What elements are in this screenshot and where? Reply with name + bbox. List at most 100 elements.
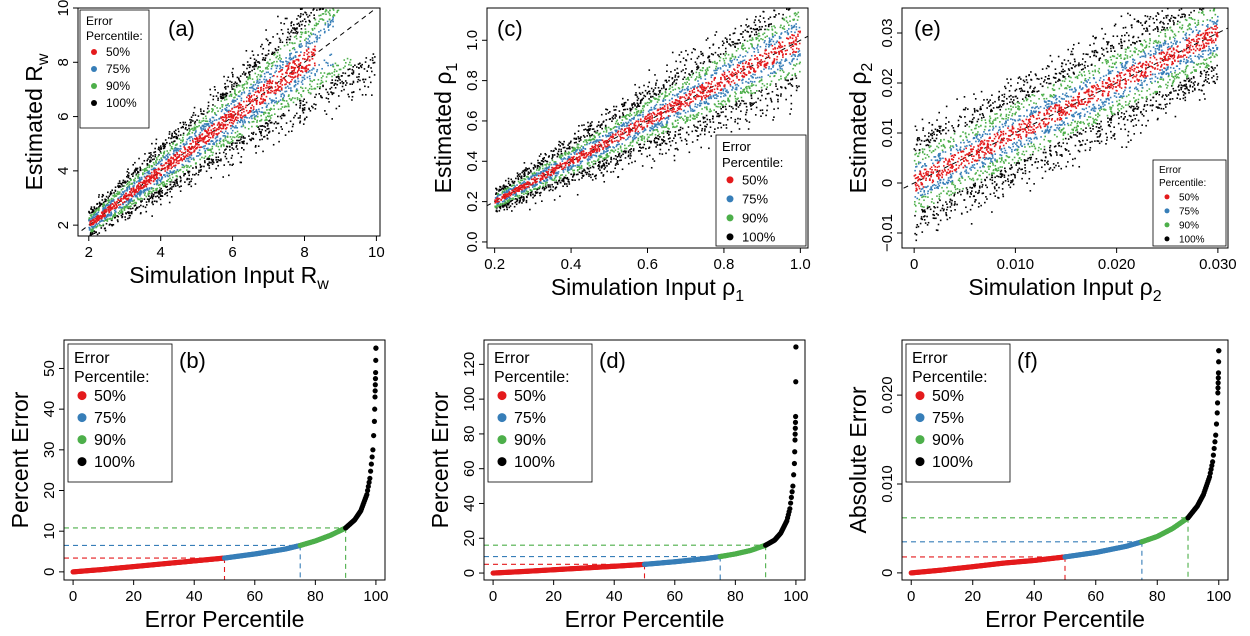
scatter-point <box>200 121 202 124</box>
scatter-point <box>293 80 296 83</box>
scatter-point <box>204 129 206 132</box>
scatter-point <box>697 127 699 129</box>
scatter-point <box>186 169 188 171</box>
scatter-point <box>148 200 150 203</box>
scatter-point <box>176 157 178 159</box>
scatter-point <box>732 41 735 43</box>
scatter-point <box>780 86 782 88</box>
scatter-point <box>523 193 525 195</box>
scatter-point <box>186 143 188 145</box>
scatter-point <box>289 49 291 52</box>
scatter-point <box>258 130 261 133</box>
scatter-point <box>223 132 225 135</box>
scatter-point <box>150 177 152 180</box>
scatter-point <box>761 112 764 115</box>
scatter-point <box>219 107 222 110</box>
scatter-point <box>260 125 263 127</box>
scatter-point <box>301 20 304 22</box>
scatter-point <box>280 93 283 96</box>
scatter-point <box>300 31 302 34</box>
scatter-point <box>673 159 676 162</box>
scatter-point <box>207 123 210 125</box>
scatter-point <box>663 126 665 129</box>
scatter-point <box>213 131 215 133</box>
scatter-point <box>630 150 632 153</box>
scatter-point <box>325 13 327 16</box>
scatter-point <box>182 121 185 124</box>
scatter-point <box>279 48 282 50</box>
scatter-point <box>687 76 690 79</box>
scatter-point <box>184 126 187 129</box>
scatter-point <box>201 120 203 122</box>
scatter-point <box>336 79 339 82</box>
scatter-point <box>563 140 565 143</box>
scatter-point <box>116 215 119 217</box>
scatter-point <box>754 3 756 5</box>
scatter-point <box>241 142 244 144</box>
scatter-point <box>674 148 677 150</box>
scatter-point <box>679 61 682 63</box>
scatter-point <box>591 128 594 130</box>
scatter-point <box>252 109 254 112</box>
scatter-point <box>612 118 614 120</box>
scatter-point <box>144 177 147 179</box>
scatter-point <box>108 206 110 208</box>
x-tick-label: 2 <box>85 244 93 261</box>
scatter-point <box>188 178 190 180</box>
scatter-point <box>722 53 725 55</box>
scatter-point <box>176 180 178 183</box>
scatter-point <box>117 185 119 188</box>
scatter-point <box>223 86 226 89</box>
scatter-point <box>111 206 114 209</box>
scatter-point <box>227 161 230 163</box>
scatter-point <box>174 146 177 149</box>
scatter-point <box>158 149 161 151</box>
scatter-point <box>567 153 570 155</box>
scatter-point <box>133 181 135 184</box>
scatter-point <box>152 174 155 177</box>
scatter-point <box>176 136 179 139</box>
scatter-point <box>159 189 161 191</box>
scatter-point <box>277 49 279 51</box>
scatter-point <box>750 105 752 107</box>
legend-marker-50pct <box>91 49 97 55</box>
scatter-point <box>749 103 752 106</box>
scatter-point <box>200 128 203 130</box>
scatter-point <box>264 122 267 125</box>
scatter-point <box>317 23 319 25</box>
scatter-point <box>108 210 111 213</box>
scatter-point <box>179 177 182 179</box>
scatter-point <box>190 136 193 138</box>
scatter-point <box>593 175 596 178</box>
scatter-point <box>204 115 207 118</box>
scatter-point <box>239 80 242 83</box>
scatter-point <box>155 177 158 179</box>
scatter-point <box>194 174 196 176</box>
scatter-point <box>788 72 790 74</box>
scatter-point <box>767 23 770 26</box>
scatter-point <box>554 181 556 184</box>
scatter-point <box>140 186 143 189</box>
scatter-point <box>216 124 219 126</box>
scatter-point <box>118 180 121 182</box>
scatter-point <box>106 199 109 202</box>
scatter-point <box>255 87 258 89</box>
scatter-point <box>296 28 298 30</box>
scatter-point <box>656 101 659 103</box>
scatter-point <box>278 54 281 57</box>
scatter-point <box>587 131 589 134</box>
scatter-point <box>766 28 769 31</box>
scatter-point <box>259 45 262 48</box>
scatter-point <box>105 195 108 198</box>
scatter-point <box>142 191 145 194</box>
scatter-point <box>168 188 171 190</box>
scatter-point <box>308 35 311 38</box>
scatter-point <box>255 64 258 66</box>
scatter-point <box>745 102 747 105</box>
scatter-point <box>655 141 658 144</box>
scatter-point <box>682 78 684 81</box>
scatter-point <box>246 82 249 84</box>
scatter-point <box>616 119 619 122</box>
scatter-point <box>551 159 554 162</box>
scatter-point <box>624 157 627 159</box>
